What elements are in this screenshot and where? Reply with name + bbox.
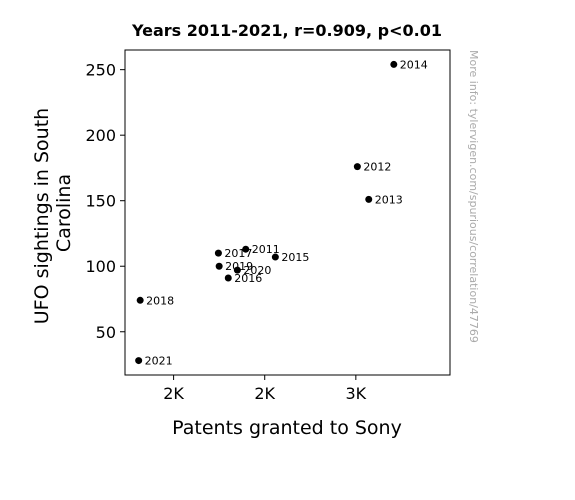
data-point: [136, 296, 144, 304]
data-point: [233, 266, 241, 274]
data-point: [353, 163, 361, 171]
x-axis-label: Patents granted to Sony: [172, 417, 402, 439]
y-tick-label: 150: [85, 192, 116, 211]
data-point: [365, 195, 373, 203]
data-point: [214, 249, 222, 257]
x-tick-label: 2K: [254, 384, 275, 403]
data-point-label: 2017: [224, 247, 252, 260]
y-axis-label-line-1: UFO sightings in South: [31, 108, 53, 324]
data-point: [215, 262, 223, 270]
data-point: [271, 253, 279, 261]
y-tick-label: 50: [96, 323, 116, 342]
data-point: [242, 245, 250, 253]
y-tick-label: 250: [85, 61, 116, 80]
chart-title: Years 2011-2021, r=0.909, p<0.01: [131, 21, 442, 40]
data-point: [135, 357, 143, 365]
y-axis-label: UFO sightings in South Carolina: [31, 102, 75, 325]
data-point-label: 2020: [243, 264, 271, 277]
data-point: [390, 60, 398, 68]
y-tick-label: 200: [85, 126, 116, 145]
data-point-label: 2016: [234, 272, 262, 285]
data-point: [224, 274, 232, 282]
x-tick-label: 3K: [346, 384, 367, 403]
data-point-label: 2013: [375, 193, 403, 206]
data-point-label: 2012: [363, 161, 391, 174]
x-tick-label: 2K: [163, 384, 184, 403]
watermark: More info: tylervigen.com/spurious/corre…: [467, 50, 480, 343]
y-axis-label-line-2: Carolina: [53, 174, 75, 252]
data-point-label: 2014: [400, 58, 428, 71]
plot-area: 2K 2K 3K 50 100 150 200 250 2011 2012 2013 2014 2015…: [85, 49, 451, 403]
data-point-label: 2021: [145, 355, 173, 368]
y-tick-label: 100: [85, 257, 116, 276]
data-point-label: 2011: [252, 243, 280, 256]
data-point-label: 2018: [146, 294, 174, 307]
data-point-label: 2015: [281, 251, 309, 264]
plot-frame: [124, 49, 451, 376]
data-point-label: 2019: [225, 260, 253, 273]
